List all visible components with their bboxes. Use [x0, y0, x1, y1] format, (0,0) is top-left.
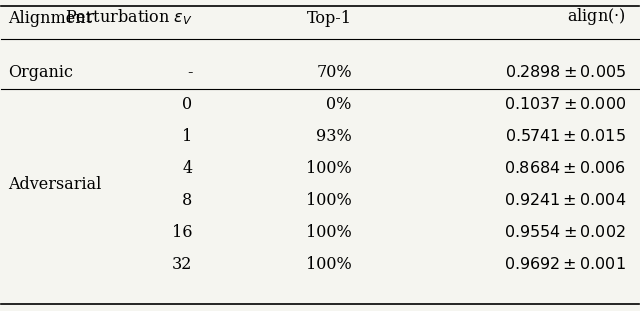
Text: 100%: 100%	[306, 192, 352, 209]
Text: 70%: 70%	[316, 64, 352, 81]
Text: Adversarial: Adversarial	[8, 176, 101, 193]
Text: 93%: 93%	[316, 128, 352, 145]
Text: 16: 16	[172, 224, 193, 241]
Text: 100%: 100%	[306, 224, 352, 241]
Text: -: -	[187, 64, 193, 81]
Text: $0.9241 \pm 0.004$: $0.9241 \pm 0.004$	[504, 192, 626, 209]
Text: 32: 32	[172, 256, 193, 272]
Text: align($\cdot$): align($\cdot$)	[567, 6, 626, 27]
Text: Alignment: Alignment	[8, 10, 92, 27]
Text: $0.5741 \pm 0.015$: $0.5741 \pm 0.015$	[505, 128, 626, 145]
Text: 100%: 100%	[306, 256, 352, 272]
Text: $0.1037 \pm 0.000$: $0.1037 \pm 0.000$	[504, 96, 626, 113]
Text: 8: 8	[182, 192, 193, 209]
Text: $0.2898 \pm 0.005$: $0.2898 \pm 0.005$	[505, 64, 626, 81]
Text: $0.8684 \pm 0.006$: $0.8684 \pm 0.006$	[504, 160, 626, 177]
Text: 0%: 0%	[326, 96, 352, 113]
Text: $0.9554 \pm 0.002$: $0.9554 \pm 0.002$	[504, 224, 626, 241]
Text: $0.9692 \pm 0.001$: $0.9692 \pm 0.001$	[504, 256, 626, 272]
Text: 100%: 100%	[306, 160, 352, 177]
Text: Organic: Organic	[8, 64, 73, 81]
Text: Top-1: Top-1	[307, 10, 352, 27]
Text: 1: 1	[182, 128, 193, 145]
Text: Perturbation $\epsilon_V$: Perturbation $\epsilon_V$	[65, 7, 193, 27]
Text: 4: 4	[182, 160, 193, 177]
Text: 0: 0	[182, 96, 193, 113]
